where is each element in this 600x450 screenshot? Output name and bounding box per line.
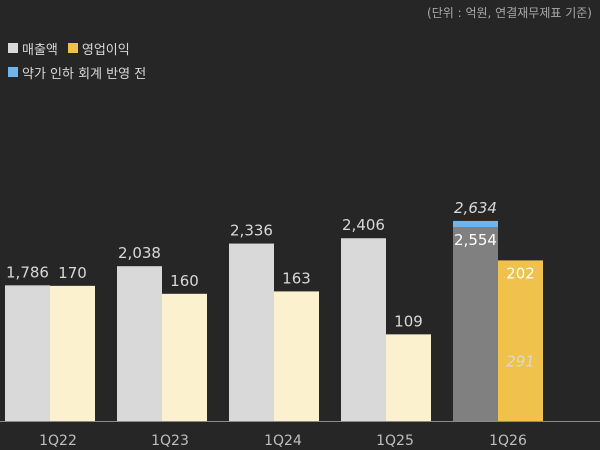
label-pre-adjustment-operating-profit: 291 bbox=[506, 353, 535, 371]
label-revenue-1Q23: 2,038 bbox=[118, 244, 161, 262]
legend-swatch-operating-profit bbox=[67, 43, 78, 53]
bar-revenue-1Q25 bbox=[341, 238, 386, 421]
legend-row-2: 약가 인하 회계 반영 전 bbox=[8, 60, 156, 84]
label-operating-profit-1Q24: 163 bbox=[282, 269, 311, 287]
bar-operating-profit-1Q26 bbox=[498, 260, 543, 421]
label-pre-adjustment-revenue: 2,634 bbox=[454, 199, 497, 217]
label-revenue-1Q24: 2,336 bbox=[230, 222, 273, 240]
tick-label-1Q24: 1Q24 bbox=[264, 433, 302, 449]
tick-label-1Q22: 1Q22 bbox=[39, 433, 77, 449]
bar-revenue-1Q26 bbox=[453, 227, 498, 421]
chart-legend: 매출액 영업이익 약가 인하 회계 반영 전 bbox=[8, 36, 156, 84]
legend-label-revenue: 매출액 bbox=[22, 42, 58, 58]
bar-operating-profit-1Q25 bbox=[386, 334, 431, 421]
bar-operating-profit-1Q22 bbox=[50, 285, 95, 421]
label-operating-profit-1Q23: 160 bbox=[170, 272, 199, 290]
bar-operating-profit-1Q24 bbox=[274, 291, 319, 421]
legend-label-pre-adjustment: 약가 인하 회계 반영 전 bbox=[22, 66, 147, 82]
tick-label-1Q26: 1Q26 bbox=[489, 433, 527, 449]
legend-swatch-pre-adjustment bbox=[8, 67, 18, 77]
label-revenue-1Q22: 1,786 bbox=[6, 263, 49, 281]
label-revenue-1Q26: 2,554 bbox=[454, 231, 497, 249]
legend-row-1: 매출액 영업이익 bbox=[8, 36, 156, 60]
label-operating-profit-1Q22: 170 bbox=[58, 264, 87, 282]
bar-operating-profit-1Q23 bbox=[162, 293, 207, 421]
label-revenue-1Q25: 2,406 bbox=[342, 216, 385, 234]
tick-label-1Q23: 1Q23 bbox=[151, 433, 189, 449]
unit-note: (단위 : 억원, 연결재무제표 기준) bbox=[427, 6, 592, 20]
legend-item-revenue: 매출액 bbox=[8, 39, 58, 58]
legend-item-pre-adjustment: 약가 인하 회계 반영 전 bbox=[8, 63, 146, 82]
legend-swatch-revenue bbox=[8, 43, 18, 53]
bar-revenue-1Q24 bbox=[229, 243, 274, 421]
legend-label-operating-profit: 영업이익 bbox=[81, 42, 130, 58]
tick-label-1Q25: 1Q25 bbox=[376, 433, 414, 449]
bar-revenue-1Q22 bbox=[5, 285, 50, 421]
legend-item-operating-profit: 영업이익 bbox=[67, 39, 130, 58]
label-operating-profit-1Q26: 202 bbox=[506, 264, 535, 282]
bar-revenue-1Q23 bbox=[117, 266, 162, 421]
label-operating-profit-1Q25: 109 bbox=[394, 312, 423, 330]
